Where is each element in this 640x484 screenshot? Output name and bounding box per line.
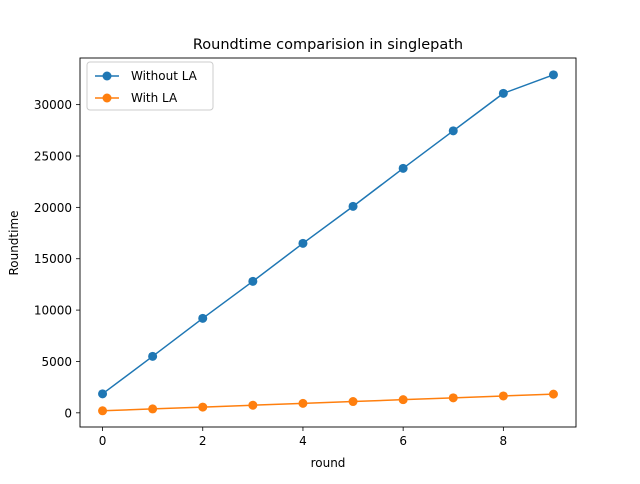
data-point <box>448 126 458 136</box>
data-point <box>548 70 558 80</box>
data-point <box>448 393 458 403</box>
data-point <box>248 400 258 410</box>
data-point <box>298 238 308 248</box>
legend-marker-without-la <box>102 71 112 81</box>
legend: Without LA With LA <box>86 61 214 111</box>
y-tick-label: 25000 <box>34 150 72 164</box>
data-point <box>148 404 158 414</box>
x-tick-label: 0 <box>99 434 107 448</box>
data-point <box>98 389 108 399</box>
y-axis-ticks: 0 5000 10000 15000 20000 25000 30000 <box>34 98 80 420</box>
data-point <box>498 391 508 401</box>
y-tick-label: 30000 <box>34 98 72 112</box>
data-point <box>298 398 308 408</box>
x-tick-label: 6 <box>399 434 407 448</box>
data-point <box>348 201 358 211</box>
y-axis-label: Roundtime <box>7 210 21 275</box>
y-tick-label: 10000 <box>34 304 72 318</box>
plot-frame <box>79 57 577 428</box>
legend-marker-with-la <box>102 93 112 103</box>
x-axis-ticks: 0 2 4 6 8 <box>99 427 507 448</box>
data-point <box>148 351 158 361</box>
x-tick-label: 4 <box>299 434 307 448</box>
data-point <box>248 276 258 286</box>
y-tick-label: 0 <box>64 406 72 420</box>
data-point <box>398 395 408 405</box>
series-line-1 <box>102 393 554 412</box>
y-tick-label: 20000 <box>34 201 72 215</box>
x-axis-label: round <box>311 456 346 470</box>
series-layer <box>98 70 558 416</box>
data-point <box>198 313 208 323</box>
y-tick-label: 15000 <box>34 252 72 266</box>
data-point <box>548 389 558 399</box>
data-point <box>498 88 508 98</box>
x-tick-label: 8 <box>500 434 508 448</box>
chart-title: Roundtime comparision in singlepath <box>193 37 463 53</box>
series-line-0 <box>102 74 554 395</box>
data-point <box>348 397 358 407</box>
data-point <box>198 402 208 412</box>
y-tick-label: 5000 <box>41 355 72 369</box>
x-tick-label: 2 <box>199 434 207 448</box>
data-point <box>398 163 408 173</box>
legend-label-without-la: Without LA <box>131 69 198 83</box>
legend-label-with-la: With LA <box>131 91 178 105</box>
data-point <box>98 406 108 416</box>
